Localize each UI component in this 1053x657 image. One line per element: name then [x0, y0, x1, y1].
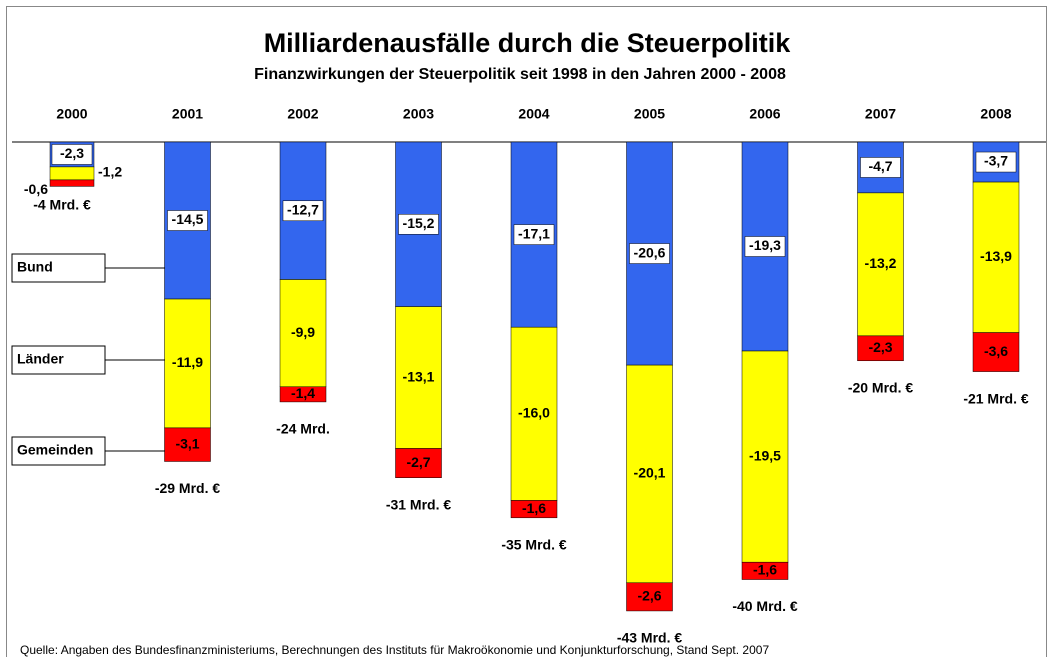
- legend-label: Bund: [17, 259, 53, 275]
- total-label: -43 Mrd. €: [617, 630, 683, 646]
- value-label: -20,6: [634, 244, 666, 260]
- total-label: -24 Mrd.: [276, 421, 330, 437]
- value-label: -2,6: [637, 588, 661, 604]
- value-label: -13,1: [403, 368, 435, 384]
- bar-segment: [164, 298, 211, 429]
- x-tick-label: 2005: [634, 106, 665, 122]
- bar-segment: [510, 326, 558, 501]
- x-tick-label: 2004: [518, 106, 549, 122]
- label-box: [975, 151, 1017, 173]
- label-box: [398, 214, 439, 235]
- label-box: [860, 157, 901, 178]
- value-label: -13,9: [980, 248, 1012, 264]
- x-tick-label: 2002: [287, 106, 318, 122]
- value-label: -3,1: [175, 435, 199, 451]
- legend-label: Gemeinden: [17, 442, 93, 458]
- total-label: -31 Mrd. €: [386, 496, 452, 512]
- total-label: -4 Mrd. €: [33, 197, 91, 213]
- bar-segment: [279, 386, 327, 403]
- bar-segment: [972, 181, 1020, 333]
- total-label: -35 Mrd. €: [501, 537, 567, 553]
- bar-segment: [626, 364, 673, 584]
- bar-segment: [741, 561, 789, 580]
- value-label: -17,1: [518, 225, 550, 241]
- value-label: -0,6: [24, 181, 48, 197]
- bar-segment: [49, 179, 95, 187]
- value-label: -14,5: [172, 211, 204, 227]
- value-label: -4,7: [868, 158, 892, 174]
- chart-title: Milliardenausfälle durch die Steuerpolit…: [264, 28, 792, 58]
- x-tick-label: 2008: [980, 106, 1011, 122]
- value-label: -19,5: [749, 447, 781, 463]
- legend-label: Länder: [17, 351, 64, 367]
- x-tick-label: 2000: [56, 106, 87, 122]
- value-label: -12,7: [287, 201, 319, 217]
- label-box: [513, 224, 555, 245]
- x-tick-label: 2003: [403, 106, 434, 122]
- bar-segment: [510, 500, 558, 519]
- value-label: -13,2: [865, 255, 897, 271]
- label-box: [744, 236, 786, 257]
- total-label: -40 Mrd. €: [732, 598, 798, 614]
- legend-box: [11, 436, 106, 466]
- value-label: -2,3: [60, 145, 84, 161]
- value-label: -15,2: [403, 215, 435, 231]
- bar-segment: [49, 166, 95, 181]
- source-note: Quelle: Angaben des Bundesfinanzminister…: [20, 643, 769, 657]
- value-label: -1,6: [522, 500, 546, 516]
- frame: [6, 6, 1047, 657]
- bar-segment: [164, 427, 211, 462]
- bar-segment: [395, 448, 442, 478]
- x-tick-label: 2001: [172, 106, 203, 122]
- x-tick-label: 2007: [865, 106, 896, 122]
- label-box: [629, 243, 670, 264]
- value-label: -19,3: [749, 237, 781, 253]
- bar-segment: [626, 582, 673, 612]
- bar-segment: [395, 306, 442, 449]
- value-label: -2,3: [868, 339, 892, 355]
- total-label: -21 Mrd. €: [963, 390, 1029, 406]
- label-box: [167, 210, 208, 231]
- total-label: -20 Mrd. €: [848, 379, 914, 395]
- bar-segment: [741, 350, 789, 563]
- bar-segment: [857, 335, 904, 362]
- label-box: [282, 200, 324, 222]
- value-label: -16,0: [518, 405, 550, 421]
- value-label: -11,9: [172, 354, 203, 370]
- bar-segment: [857, 192, 904, 337]
- label-box: [51, 144, 93, 165]
- value-label: -2,7: [406, 454, 430, 470]
- value-label: -9,9: [291, 324, 315, 340]
- x-tick-label: 2006: [749, 106, 780, 122]
- value-label: -3,6: [984, 343, 1008, 359]
- bar-segment: [279, 279, 327, 388]
- value-label: -1,6: [753, 562, 777, 578]
- bar-segment: [972, 332, 1020, 372]
- legend-box: [11, 345, 106, 375]
- value-label: -1,4: [291, 385, 315, 401]
- total-label: -29 Mrd. €: [155, 480, 221, 496]
- value-label: -20,1: [634, 465, 666, 481]
- chart-subtitle: Finanzwirkungen der Steuerpolitik seit 1…: [254, 66, 786, 83]
- value-label: -3,7: [984, 153, 1008, 169]
- value-label: -1,2: [98, 164, 122, 180]
